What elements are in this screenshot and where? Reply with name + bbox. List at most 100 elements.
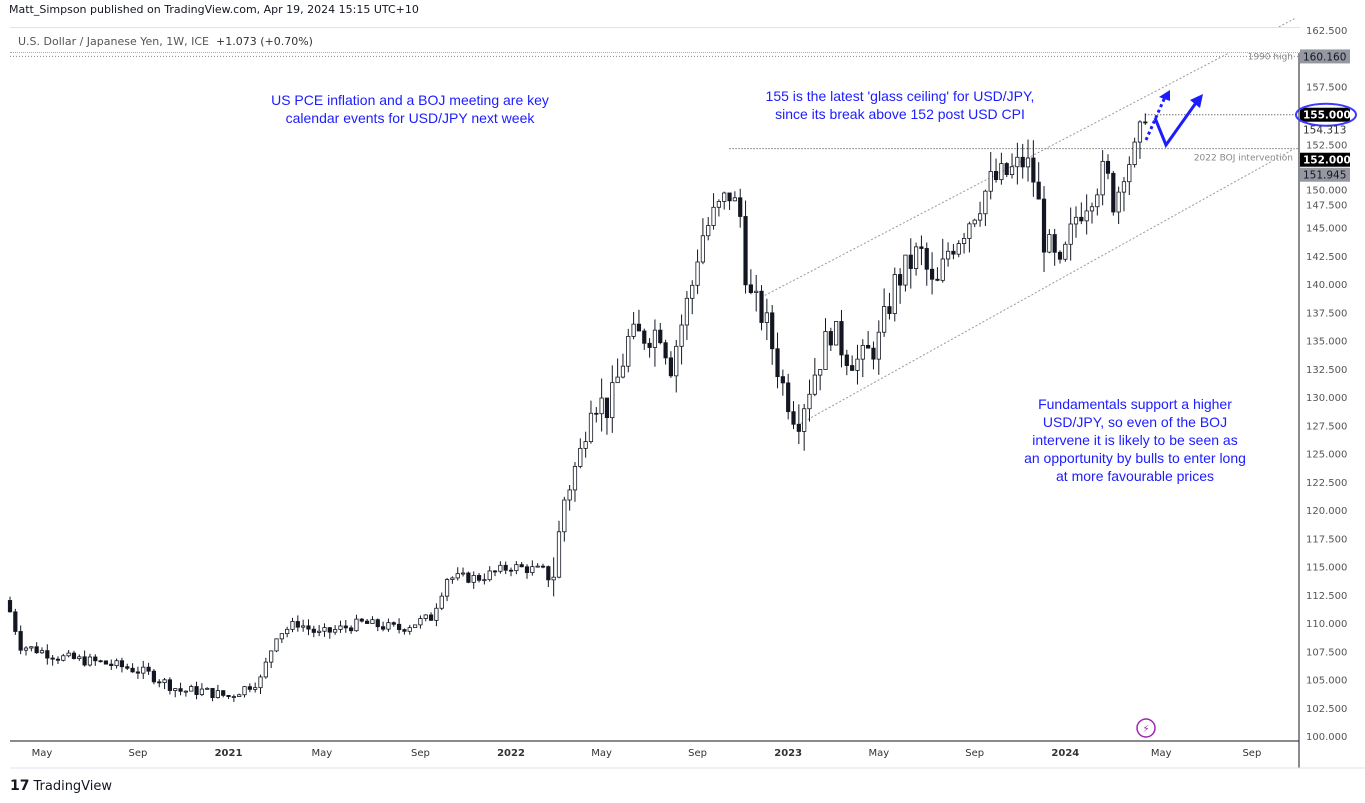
candle-body xyxy=(647,342,652,348)
y-tick-label: 162.500 xyxy=(1306,26,1347,37)
candle-body xyxy=(519,564,524,568)
y-tick-label: 107.500 xyxy=(1306,647,1347,658)
candle-body xyxy=(173,688,178,691)
candle-body xyxy=(285,628,290,635)
candle-body xyxy=(503,564,508,571)
candle-body xyxy=(50,657,55,660)
candle-body xyxy=(1073,216,1079,225)
note-glass-ceiling: 155 is the latest 'glass ceiling' for US… xyxy=(765,88,1035,122)
candle-body xyxy=(956,243,961,255)
y-tick-label: 135.000 xyxy=(1306,337,1347,348)
candle-body xyxy=(45,650,50,659)
y-tick-label: 100.000 xyxy=(1306,732,1347,743)
candle-body xyxy=(727,192,732,202)
candle-body xyxy=(914,246,919,269)
y-tick-label: 132.500 xyxy=(1306,365,1347,376)
x-tick-label: 2022 xyxy=(497,748,525,759)
candle-body xyxy=(242,686,247,696)
candle-body xyxy=(722,192,727,202)
candle-body xyxy=(983,190,988,215)
candle-body xyxy=(55,658,61,661)
y-tick-label: 150.000 xyxy=(1306,186,1347,197)
dotted-arrow xyxy=(1144,96,1167,141)
x-tick-label: Sep xyxy=(965,748,984,759)
candle-body xyxy=(498,564,503,572)
x-tick-label: May xyxy=(1151,748,1172,759)
y-tick-label: 130.000 xyxy=(1306,393,1347,404)
candle-body xyxy=(754,290,759,293)
candle-body xyxy=(807,393,812,410)
candle-body xyxy=(594,412,599,415)
candle-body xyxy=(343,625,348,629)
y-tick-label: 157.500 xyxy=(1306,82,1347,93)
candle-body xyxy=(1047,234,1052,253)
projection-arrow xyxy=(1153,99,1200,149)
candle-body xyxy=(333,629,338,633)
candle-body xyxy=(1015,156,1020,168)
candle-body xyxy=(258,676,263,689)
x-tick-label: May xyxy=(311,748,332,759)
candle-body xyxy=(349,627,354,632)
level-1990-label: 1990 high xyxy=(1248,52,1293,62)
candle-body xyxy=(828,331,833,346)
candle-body xyxy=(167,679,172,691)
candle-body xyxy=(98,660,103,663)
candle-body xyxy=(834,321,839,346)
candle-body xyxy=(146,666,151,672)
price-badge-label: 160.160 xyxy=(1303,51,1346,63)
candle-body xyxy=(1105,160,1111,174)
candle-body xyxy=(205,687,210,690)
candle-body xyxy=(130,667,135,673)
candle-body xyxy=(322,627,327,632)
candle-body xyxy=(945,250,951,260)
candle-body xyxy=(237,694,242,697)
candle-body xyxy=(844,354,849,366)
candle-body xyxy=(652,329,658,348)
candle-body xyxy=(903,254,908,286)
candle-body xyxy=(428,614,434,621)
candle-body xyxy=(770,312,775,350)
candle-body xyxy=(663,342,668,359)
candle-body xyxy=(919,246,924,249)
candle-body xyxy=(365,620,370,624)
y-tick-label: 102.500 xyxy=(1306,704,1347,715)
candle-body xyxy=(924,248,929,270)
candle-body xyxy=(253,687,258,690)
x-tick-label: Sep xyxy=(128,748,147,759)
candle-body xyxy=(850,365,855,371)
candle-body xyxy=(380,626,386,630)
candle-body xyxy=(221,690,226,696)
candle-body xyxy=(492,570,498,573)
candle-body xyxy=(290,621,295,630)
candle-body xyxy=(1009,166,1015,175)
tradingview-logo[interactable]: 𝟭𝟳 TradingView xyxy=(10,778,113,794)
candle-body xyxy=(961,238,967,244)
candle-body xyxy=(908,254,913,269)
candle-body xyxy=(466,572,471,583)
candle-body xyxy=(876,331,881,360)
candle-body xyxy=(1095,194,1100,208)
candle-body xyxy=(444,579,450,597)
candle-body xyxy=(1068,223,1073,245)
candle-body xyxy=(311,628,316,633)
candle-body xyxy=(743,216,748,286)
candle-body xyxy=(711,206,716,226)
candle-body xyxy=(439,595,444,609)
candle-body xyxy=(178,688,183,692)
y-tick-label: 115.000 xyxy=(1306,563,1347,574)
candle-body xyxy=(263,661,268,678)
candle-body xyxy=(551,576,556,581)
candle-body xyxy=(1020,156,1025,168)
candle-body xyxy=(199,688,204,695)
level-2022-label: 2022 BOJ intervention xyxy=(1194,154,1293,164)
candle-body xyxy=(535,565,540,568)
candle-body xyxy=(759,290,764,323)
candle-body xyxy=(1127,164,1132,183)
candle-body xyxy=(562,499,567,533)
candle-body xyxy=(23,647,29,651)
candle-body xyxy=(1137,121,1143,143)
candle-body xyxy=(546,566,551,581)
candle-body xyxy=(215,690,220,699)
candle-body xyxy=(540,565,546,568)
